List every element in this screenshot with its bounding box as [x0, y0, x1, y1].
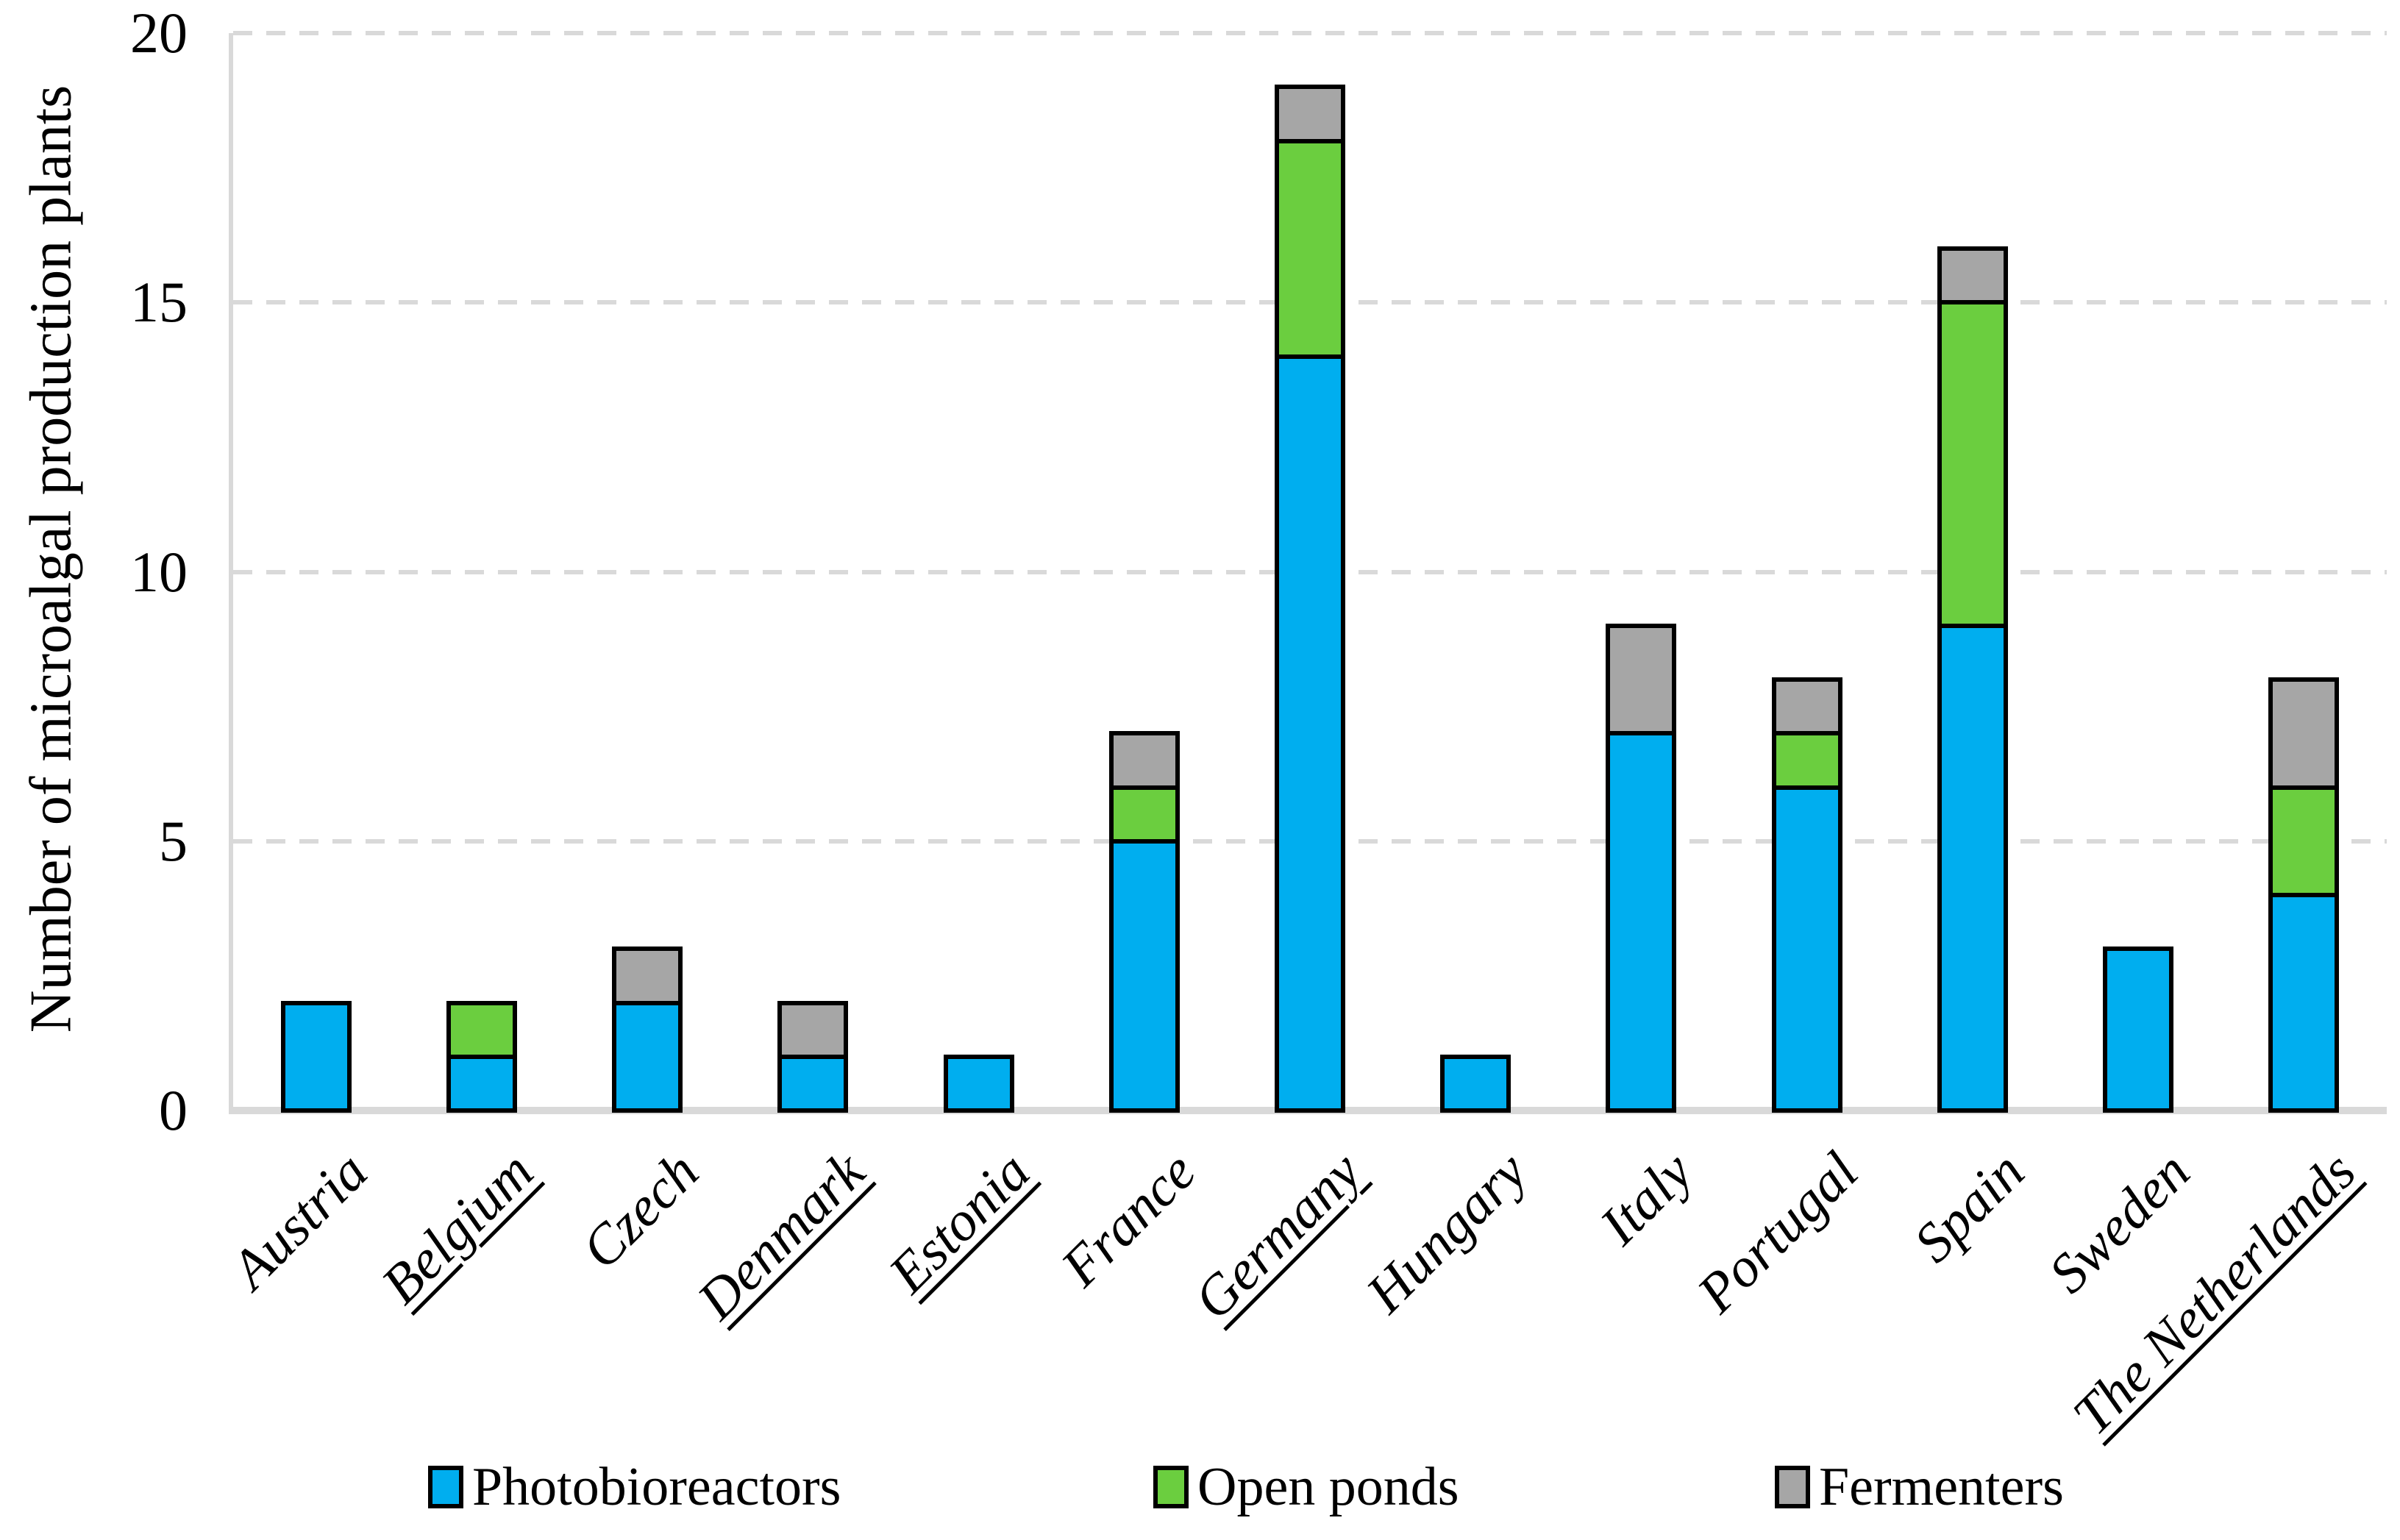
y-axis-line — [229, 33, 233, 1114]
x-axis-label-hungary: Hungary — [1354, 1140, 1539, 1325]
x-axis-label-germany: Germany — [1182, 1140, 1373, 1331]
bar-segment-the-netherlands-photobioreactors — [2268, 893, 2340, 1113]
bar-segment-germany-photobioreactors — [1275, 354, 1345, 1113]
x-axis-label-denmark: Denmark — [685, 1140, 877, 1331]
bar-segment-estonia-photobioreactors — [943, 1054, 1014, 1113]
x-axis-label-italy: Italy — [1588, 1140, 1705, 1257]
x-axis-label-france: France — [1050, 1140, 1208, 1299]
x-axis-label-sweden: Sweden — [2037, 1140, 2202, 1305]
bar-segment-france-fermenters — [1108, 731, 1180, 790]
x-axis-label-austria: Austria — [218, 1140, 380, 1301]
bar-segment-czech-photobioreactors — [612, 1000, 683, 1113]
x-axis-label-the-netherlands: The Netherlands — [2061, 1140, 2368, 1447]
gridline-20 — [233, 31, 2387, 35]
x-axis-label-estonia: Estonia — [877, 1140, 1042, 1305]
x-axis-label-spain: Spain — [1902, 1140, 2036, 1275]
y-tick-label-15: 15 — [130, 270, 188, 335]
bar-segment-portugal-photobioreactors — [1771, 785, 1842, 1113]
bar-segment-denmark-fermenters — [777, 1000, 849, 1059]
x-axis-label-belgium: Belgium — [369, 1140, 545, 1316]
bar-segment-belgium-photobioreactors — [446, 1054, 517, 1113]
bar-segment-portugal-fermenters — [1771, 677, 1842, 736]
bar-segment-france-open-ponds — [1108, 785, 1180, 844]
bar-segment-germany-open-ponds — [1275, 138, 1345, 359]
bar-segment-denmark-photobioreactors — [777, 1054, 849, 1113]
bar-segment-portugal-open-ponds — [1771, 731, 1842, 790]
bar-segment-spain-photobioreactors — [1937, 623, 2008, 1113]
bar-segment-the-netherlands-fermenters — [2268, 677, 2340, 790]
x-axis-label-portugal: Portugal — [1686, 1140, 1870, 1325]
bar-segment-austria-photobioreactors — [280, 1000, 352, 1113]
y-tick-label-10: 10 — [130, 539, 188, 604]
y-tick-label-20: 20 — [130, 1, 188, 65]
bar-segment-germany-fermenters — [1275, 85, 1345, 143]
bar-segment-the-netherlands-open-ponds — [2268, 785, 2340, 897]
y-tick-label-5: 5 — [159, 808, 188, 873]
x-axis-label-czech: Czech — [570, 1140, 711, 1281]
bar-segment-spain-open-ponds — [1937, 300, 2008, 628]
bar-segment-italy-fermenters — [1606, 623, 1677, 736]
bar-segment-france-photobioreactors — [1108, 838, 1180, 1113]
bar-segment-sweden-photobioreactors — [2103, 947, 2174, 1113]
bar-segment-italy-photobioreactors — [1606, 731, 1677, 1113]
bar-segment-czech-fermenters — [612, 947, 683, 1005]
bar-segment-spain-fermenters — [1937, 246, 2008, 305]
bar-segment-belgium-open-ponds — [446, 1000, 517, 1059]
bar-segment-hungary-photobioreactors — [1440, 1054, 1511, 1113]
y-tick-label-0: 0 — [159, 1078, 188, 1142]
